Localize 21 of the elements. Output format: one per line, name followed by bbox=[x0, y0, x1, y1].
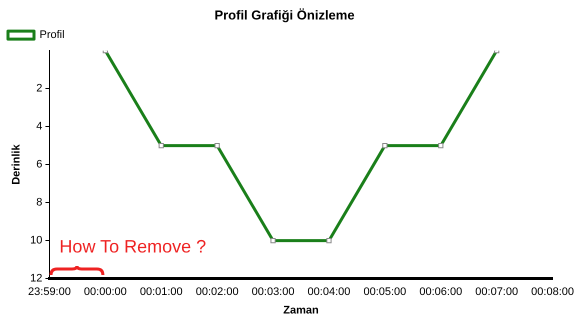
x-tick-label: 00:07:00 bbox=[475, 286, 518, 298]
x-tick-label: 00:04:00 bbox=[308, 286, 350, 298]
y-tick-label: 4 bbox=[36, 120, 42, 133]
annotation: How To Remove ? bbox=[59, 236, 206, 257]
x-tick-label: 00:06:00 bbox=[419, 286, 462, 298]
x-tick-label: 00:03:00 bbox=[252, 286, 294, 298]
legend-label: Profil bbox=[40, 29, 65, 42]
y-tick-label: 6 bbox=[36, 158, 42, 171]
y-tick-label: 10 bbox=[30, 234, 42, 247]
x-tick-label: 23:59:00 bbox=[28, 286, 71, 298]
x-tick-label: 00:08:00 bbox=[531, 286, 574, 298]
y-tick-label: 8 bbox=[36, 196, 42, 209]
x-tick-label: 00:01:00 bbox=[140, 286, 183, 298]
y-axis-title: Derinlik bbox=[10, 144, 23, 185]
x-tick-label: 00:00:00 bbox=[84, 286, 127, 298]
y-tick-label: 12 bbox=[30, 272, 42, 285]
y-tick-label: 2 bbox=[36, 82, 42, 95]
chart-title: Profil Grafiği Önizleme bbox=[214, 7, 355, 22]
x-tick-label: 00:02:00 bbox=[196, 286, 239, 298]
x-tick-label: 00:05:00 bbox=[363, 286, 406, 298]
x-axis-title: Zaman bbox=[283, 304, 320, 316]
